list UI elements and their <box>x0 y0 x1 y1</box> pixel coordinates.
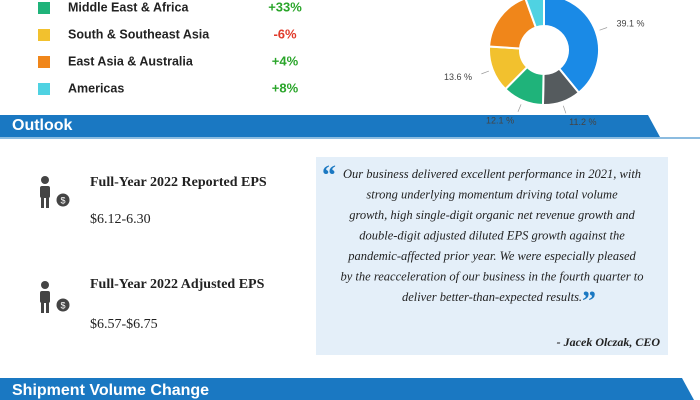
quote-line: by the reacceleration of our business in… <box>341 269 644 283</box>
eps-value: $6.12-6.30 <box>90 212 151 227</box>
svg-text:$: $ <box>60 195 65 205</box>
slice-label: 13.6 % <box>444 72 472 82</box>
quote-line: deliver better-than-expected results. <box>402 290 582 304</box>
leader-line <box>562 105 567 114</box>
quote-author: - Jacek Olczak, CEO <box>557 335 661 349</box>
region-change: +8% <box>272 80 299 95</box>
donut-slice <box>543 0 600 95</box>
quote-line: growth, high single-digit organic net re… <box>349 208 635 222</box>
eps-icon: $ <box>40 176 70 208</box>
quote-line: strong underlying momentum driving total… <box>366 187 618 201</box>
donut-slice <box>524 0 545 29</box>
shipment-title: Shipment Volume Change <box>12 382 209 399</box>
region-name: Americas <box>68 81 124 95</box>
outlook-title: Outlook <box>12 117 73 134</box>
slice-label: 11.2 % <box>569 117 596 127</box>
region-swatch <box>38 29 50 41</box>
leader-line <box>599 27 608 31</box>
region-swatch <box>38 56 50 68</box>
outlook-banner <box>0 115 660 137</box>
quote-line: double-digit adjusted diluted EPS growth… <box>359 228 625 242</box>
region-change: +33% <box>268 0 302 14</box>
quote-line: pandemic-affected prior year. We were es… <box>347 249 636 263</box>
quote-mark: ” <box>582 286 596 317</box>
donut-slice <box>488 0 538 50</box>
eps-label: Full-Year 2022 Adjusted EPS <box>90 277 265 292</box>
slice-label: 39.1 % <box>617 19 645 29</box>
region-name: South & Southeast Asia <box>68 27 210 41</box>
region-swatch <box>38 2 50 14</box>
region-change: +4% <box>272 53 299 68</box>
leader-line <box>481 70 489 75</box>
eps-icon: $ <box>40 281 70 313</box>
slice-label: 12.1 % <box>486 115 514 125</box>
leader-line <box>517 104 522 112</box>
region-swatch <box>38 83 50 95</box>
svg-text:$: $ <box>60 300 65 310</box>
quote-line: Our business delivered excellent perform… <box>343 167 641 181</box>
region-name: East Asia & Australia <box>68 54 194 68</box>
eps-label: Full-Year 2022 Reported EPS <box>90 175 267 190</box>
eps-value: $6.57-$6.75 <box>90 317 158 332</box>
region-name: Middle East & Africa <box>68 0 189 14</box>
quote-box <box>316 157 668 355</box>
shipment-banner <box>0 378 694 400</box>
region-change: -6% <box>273 26 297 41</box>
quote-mark: “ <box>322 160 336 191</box>
